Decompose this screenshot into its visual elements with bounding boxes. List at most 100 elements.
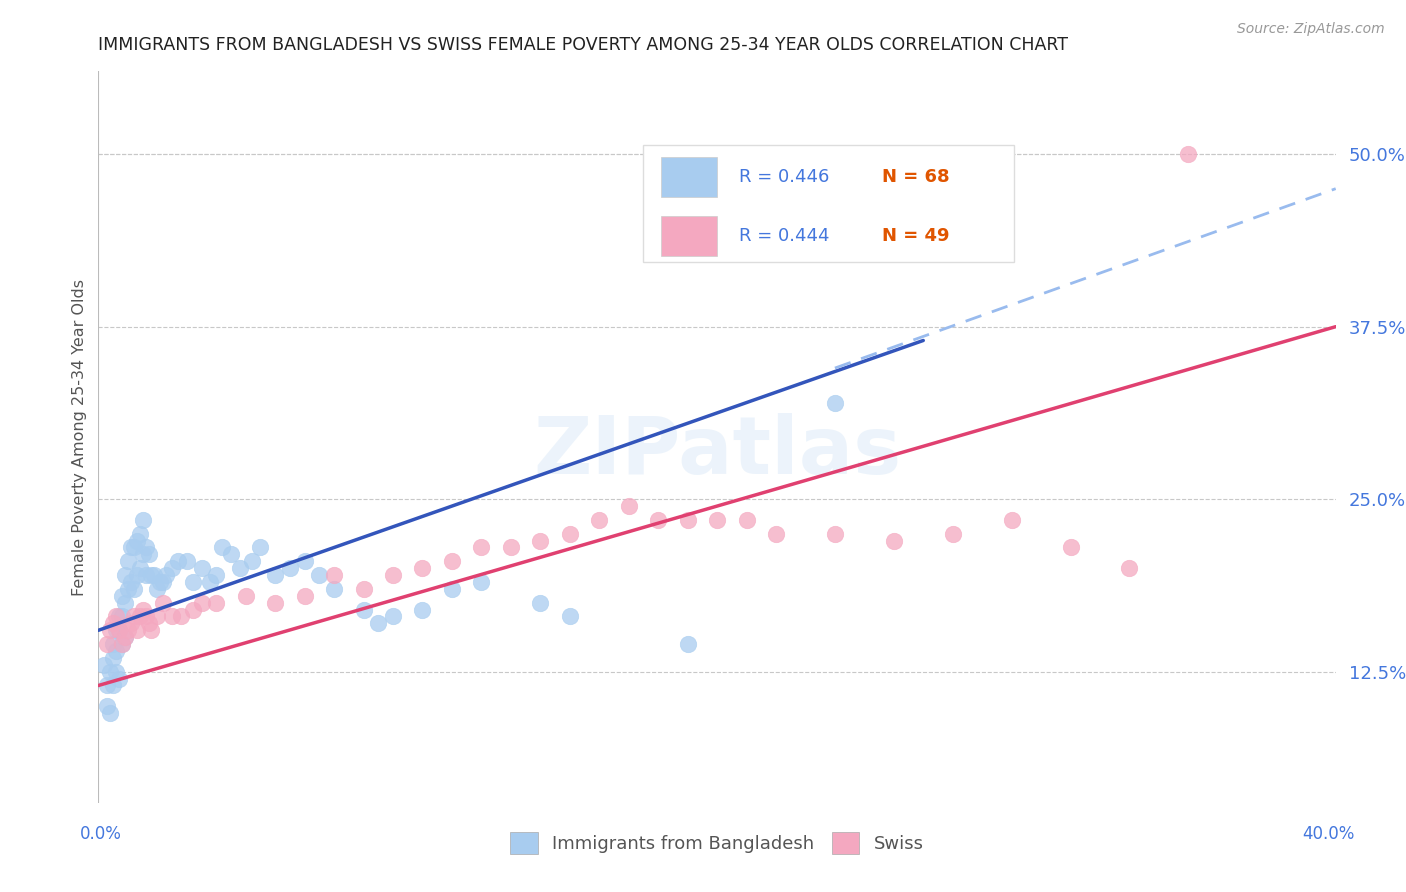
Point	[114, 630, 136, 644]
Point	[1177, 147, 1199, 161]
Point	[440, 554, 463, 568]
Point	[529, 596, 551, 610]
Point	[117, 624, 139, 638]
Text: ZIPatlas: ZIPatlas	[533, 413, 901, 491]
Point	[114, 568, 136, 582]
Point	[98, 706, 121, 720]
Point	[558, 609, 581, 624]
Text: N = 68: N = 68	[882, 169, 949, 186]
Point	[181, 602, 204, 616]
Point	[529, 533, 551, 548]
Point	[883, 533, 905, 548]
Text: 0.0%: 0.0%	[80, 825, 122, 843]
Point	[470, 574, 492, 589]
Point	[205, 596, 228, 610]
Point	[114, 630, 136, 644]
Point	[353, 582, 375, 596]
Point	[138, 616, 160, 631]
Point	[152, 596, 174, 610]
Point	[181, 574, 204, 589]
Point	[167, 554, 190, 568]
Text: N = 49: N = 49	[882, 227, 949, 244]
Point	[219, 548, 242, 562]
Point	[111, 609, 134, 624]
Point	[824, 526, 846, 541]
Point	[294, 554, 316, 568]
Point	[499, 541, 522, 555]
Point	[101, 651, 124, 665]
Point	[122, 609, 145, 624]
Point	[588, 513, 610, 527]
Point	[440, 582, 463, 596]
Point	[211, 541, 233, 555]
Point	[93, 657, 115, 672]
Point	[135, 609, 157, 624]
Point	[278, 561, 301, 575]
Point	[128, 526, 150, 541]
Point	[141, 568, 163, 582]
FancyBboxPatch shape	[643, 145, 1014, 261]
Point	[205, 568, 228, 582]
Point	[170, 609, 193, 624]
Point	[706, 513, 728, 527]
Point	[1118, 561, 1140, 575]
Point	[98, 624, 121, 638]
Point	[146, 609, 169, 624]
Point	[264, 596, 287, 610]
Point	[96, 678, 118, 692]
Point	[131, 513, 153, 527]
Point	[160, 609, 183, 624]
Point	[264, 568, 287, 582]
Point	[108, 672, 131, 686]
Point	[117, 554, 139, 568]
Text: R = 0.444: R = 0.444	[740, 227, 830, 244]
Point	[411, 561, 433, 575]
Point	[105, 624, 128, 638]
Point	[128, 609, 150, 624]
Point	[323, 582, 346, 596]
Point	[155, 568, 177, 582]
Point	[135, 541, 157, 555]
Point	[98, 665, 121, 679]
FancyBboxPatch shape	[661, 157, 717, 197]
Point	[111, 637, 134, 651]
Point	[323, 568, 346, 582]
Point	[367, 616, 389, 631]
Point	[125, 568, 148, 582]
Point	[470, 541, 492, 555]
Point	[128, 561, 150, 575]
Point	[131, 548, 153, 562]
Point	[108, 609, 131, 624]
Point	[101, 678, 124, 692]
Point	[149, 574, 172, 589]
Point	[114, 596, 136, 610]
Point	[676, 513, 699, 527]
Point	[765, 526, 787, 541]
Text: 40.0%: 40.0%	[1302, 825, 1355, 843]
Text: IMMIGRANTS FROM BANGLADESH VS SWISS FEMALE POVERTY AMONG 25-34 YEAR OLDS CORRELA: IMMIGRANTS FROM BANGLADESH VS SWISS FEMA…	[98, 36, 1069, 54]
Point	[117, 582, 139, 596]
Point	[122, 541, 145, 555]
Point	[135, 568, 157, 582]
Point	[190, 596, 212, 610]
Point	[235, 589, 257, 603]
Point	[152, 574, 174, 589]
Point	[617, 499, 640, 513]
Text: Source: ZipAtlas.com: Source: ZipAtlas.com	[1237, 22, 1385, 37]
Point	[558, 526, 581, 541]
Point	[96, 699, 118, 714]
Point	[824, 395, 846, 409]
Point	[125, 624, 148, 638]
Point	[101, 616, 124, 631]
Point	[190, 561, 212, 575]
Point	[676, 637, 699, 651]
Point	[240, 554, 263, 568]
Text: R = 0.446: R = 0.446	[740, 169, 830, 186]
Point	[382, 568, 405, 582]
Point	[111, 637, 134, 651]
Point	[1059, 541, 1081, 555]
Point	[138, 548, 160, 562]
Legend: Immigrants from Bangladesh, Swiss: Immigrants from Bangladesh, Swiss	[502, 823, 932, 863]
Point	[160, 561, 183, 575]
Point	[122, 582, 145, 596]
